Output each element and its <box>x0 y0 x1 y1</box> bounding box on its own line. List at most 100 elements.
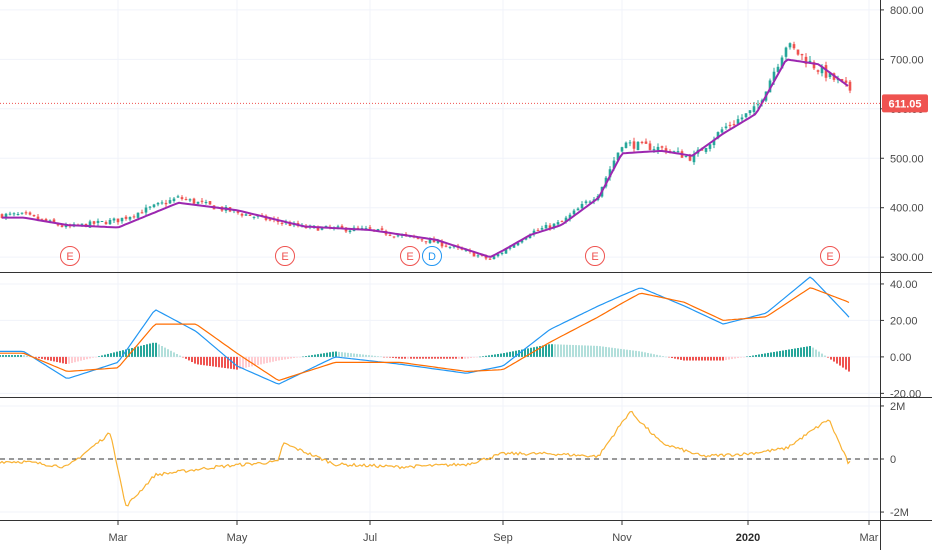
event-circle[interactable] <box>275 246 295 266</box>
macd-histogram-bar <box>248 356 250 368</box>
macd-histogram-bar <box>389 356 391 358</box>
y-tick-label: 20.00 <box>890 315 918 327</box>
earnings-marker[interactable]: E <box>275 246 295 266</box>
macd-histogram-bar <box>26 355 28 357</box>
candle-body <box>144 207 148 213</box>
event-circle[interactable] <box>585 246 605 266</box>
macd-histogram-bar <box>461 356 463 359</box>
event-circle[interactable] <box>820 246 840 266</box>
macd-histogram-bar <box>227 356 229 369</box>
candle-body <box>704 148 708 152</box>
macd-histogram-bar <box>575 345 577 357</box>
macd-histogram-bar <box>230 356 232 369</box>
y-tick-label: -2M <box>890 507 909 519</box>
macd-histogram-bar <box>410 356 412 359</box>
macd-histogram-bar <box>638 351 640 357</box>
candle-body <box>240 213 244 216</box>
macd-histogram-bar <box>278 356 280 361</box>
macd-histogram-bar <box>677 356 679 360</box>
time-axis[interactable]: Mar May Jul Sep Nov 2020 Mar <box>109 521 879 544</box>
candle-body <box>440 241 444 247</box>
macd-histogram-bar <box>203 356 205 366</box>
candle-body <box>844 80 848 83</box>
macd-histogram-bar <box>515 350 517 357</box>
macd-histogram-bar <box>242 356 244 369</box>
macd-histogram-bar <box>323 353 325 357</box>
macd-histogram-bar <box>845 356 847 370</box>
macd-histogram-bar <box>449 356 451 359</box>
event-circle[interactable] <box>422 246 442 266</box>
candle-body <box>828 72 832 78</box>
candle-body <box>576 208 580 211</box>
macd-histogram-bar <box>188 356 190 361</box>
macd-histogram-bar <box>218 356 220 368</box>
candle-body <box>36 216 40 220</box>
macd-histogram-bar <box>437 356 439 359</box>
earnings-marker[interactable]: E <box>60 246 80 266</box>
x-tick-label: 2020 <box>736 532 760 544</box>
macd-histogram-bar <box>728 356 730 360</box>
macd-histogram-bar <box>59 356 61 363</box>
earnings-marker[interactable]: E <box>585 246 605 266</box>
candle-body <box>728 124 732 126</box>
earnings-marker[interactable]: E <box>820 246 840 266</box>
macd-histogram-bar <box>614 348 616 357</box>
macd-histogram-bar <box>383 356 385 358</box>
candle-body <box>640 141 644 143</box>
macd-histogram-bar <box>395 356 397 359</box>
macd-histogram-bar <box>269 356 271 363</box>
event-circle[interactable] <box>400 246 420 266</box>
candle-body <box>88 221 92 228</box>
macd-histogram-bar <box>113 352 115 357</box>
macd-histogram-bar <box>407 356 409 359</box>
macd-histogram-bar <box>401 356 403 359</box>
macd-histogram-bar <box>371 355 373 357</box>
candle-body <box>656 146 660 151</box>
candle-body <box>800 53 804 56</box>
macd-histogram-bar <box>704 356 706 361</box>
macd-histogram-bar <box>782 350 784 357</box>
macd-histogram-bar <box>206 356 208 366</box>
macd-histogram-bar <box>149 343 151 357</box>
macd-histogram-bar <box>590 345 592 357</box>
macd-histogram-bar <box>29 356 31 357</box>
candle-body <box>108 219 112 225</box>
macd-histogram-bar <box>2 355 4 357</box>
macd-histogram-bar <box>287 356 289 359</box>
macd-histogram-bar <box>143 345 145 357</box>
candle-body <box>52 219 56 223</box>
macd-histogram-bar <box>65 356 67 364</box>
candle-body <box>612 160 616 169</box>
macd-histogram-bar <box>224 356 226 369</box>
macd-histogram-bar <box>836 356 838 364</box>
candle-body <box>744 113 748 118</box>
macd-histogram-bar <box>599 346 601 357</box>
macd-histogram-bar <box>485 355 487 357</box>
macd-histogram-bar <box>41 356 43 359</box>
candle-body <box>388 234 392 236</box>
macd-histogram-bar <box>692 356 694 361</box>
candle-body <box>336 226 340 228</box>
candle-body <box>584 201 588 203</box>
grid <box>0 0 880 520</box>
macd-histogram-bar <box>101 355 103 357</box>
candle-body <box>340 225 344 228</box>
candle-body <box>652 149 656 151</box>
earnings-marker[interactable]: E <box>400 246 420 266</box>
macd-histogram-bar <box>428 356 430 359</box>
candle-body <box>780 57 784 69</box>
macd-histogram-bar <box>671 356 673 359</box>
candle-body <box>536 229 540 231</box>
price-axis[interactable]: 800.00700.00600.00500.00400.00300.0040.0… <box>880 5 924 519</box>
candle-body <box>188 199 192 201</box>
candle-body <box>200 200 204 202</box>
dividend-marker[interactable]: D <box>422 246 442 266</box>
macd-line <box>0 276 850 385</box>
candle-body <box>168 200 172 204</box>
candle-body <box>736 119 740 124</box>
candle-body <box>16 213 20 215</box>
event-circle[interactable] <box>60 246 80 266</box>
candle-body <box>508 247 512 249</box>
